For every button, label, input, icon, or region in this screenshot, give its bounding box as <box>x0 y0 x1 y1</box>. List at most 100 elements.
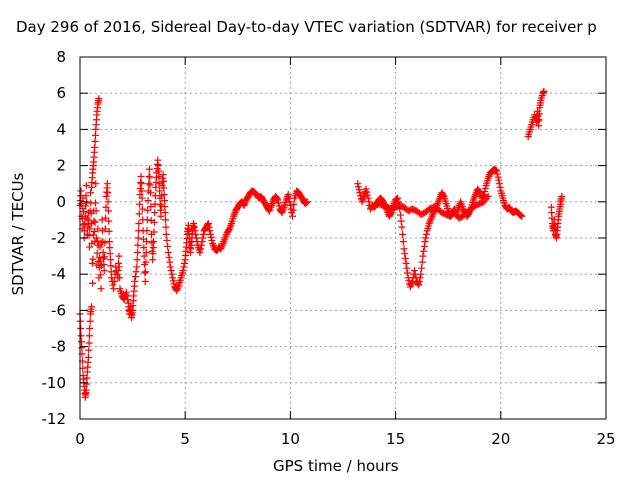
data-point <box>164 248 172 256</box>
data-point <box>161 197 169 205</box>
data-point <box>147 217 155 225</box>
data-point <box>134 248 142 256</box>
data-point <box>290 200 298 208</box>
data-point <box>148 239 156 247</box>
y-tick-label: -2 <box>51 229 66 247</box>
data-point <box>422 230 430 238</box>
data-point <box>356 189 364 197</box>
data-point <box>163 236 171 244</box>
data-point <box>100 267 108 275</box>
data-point <box>399 230 407 238</box>
data-point <box>355 186 363 194</box>
axis-ticks <box>79 56 607 420</box>
data-point <box>80 221 88 229</box>
data-point <box>104 189 112 197</box>
data-point <box>92 234 100 242</box>
data-point <box>180 263 188 271</box>
data-point <box>197 241 205 249</box>
data-point <box>78 344 86 352</box>
tick-labels: 0 5 10 15 20 25 -12 -10 -8 -6 -4 -2 0 2 4 6 8 <box>42 48 616 448</box>
data-point <box>91 137 99 145</box>
data-point <box>149 256 157 264</box>
data-point <box>107 268 115 276</box>
data-point <box>89 279 97 287</box>
data-point <box>100 261 108 269</box>
data-point <box>99 248 107 256</box>
plot-frame <box>79 56 607 420</box>
data-point <box>479 192 487 200</box>
data-point <box>535 122 543 130</box>
data-point <box>167 267 175 275</box>
y-tick-label: 2 <box>56 157 66 175</box>
data-point <box>419 252 427 260</box>
data-point <box>159 177 167 185</box>
data-point <box>204 220 212 228</box>
data-point <box>138 187 146 195</box>
data-point <box>162 230 170 238</box>
data-point <box>150 218 158 226</box>
data-point <box>149 250 157 258</box>
data-point <box>107 256 115 264</box>
data-point <box>398 223 406 231</box>
data-point <box>192 234 200 242</box>
data-point <box>145 165 153 173</box>
data-point <box>92 207 100 215</box>
data-point <box>275 202 283 210</box>
data-point <box>190 223 198 231</box>
data-point <box>535 116 543 124</box>
data-point <box>85 243 93 251</box>
data-point <box>146 181 154 189</box>
y-tick-label: 0 <box>56 193 66 211</box>
data-point <box>144 206 152 214</box>
data-point <box>151 209 159 217</box>
data-point <box>108 274 116 282</box>
data-point <box>400 245 408 253</box>
data-point <box>109 281 117 289</box>
data-point <box>480 191 488 199</box>
data-point <box>83 374 91 382</box>
data-point <box>105 217 113 225</box>
data-point <box>364 191 372 199</box>
data-point <box>135 210 143 218</box>
data-point <box>116 274 124 282</box>
data-point <box>417 270 425 278</box>
data-point <box>85 232 93 240</box>
data-point <box>491 166 499 174</box>
data-point <box>518 212 526 220</box>
data-point <box>420 242 428 250</box>
data-point <box>393 195 401 203</box>
data-point <box>88 259 96 267</box>
y-tick-label: 8 <box>56 48 66 66</box>
data-point <box>168 270 176 278</box>
data-point <box>97 271 105 279</box>
data-point <box>363 188 371 196</box>
data-point <box>197 245 205 253</box>
data-point <box>96 253 104 261</box>
data-point <box>273 195 281 203</box>
data-point <box>439 191 447 199</box>
x-tick-label: 5 <box>180 430 190 448</box>
data-point <box>124 296 132 304</box>
data-point <box>166 258 174 266</box>
data-point <box>134 234 142 242</box>
data-point <box>156 187 164 195</box>
data-point <box>141 277 149 285</box>
y-tick-label: -6 <box>51 301 66 319</box>
data-point <box>411 267 419 275</box>
data-point <box>133 256 141 264</box>
data-point <box>402 259 410 267</box>
x-tick-label: 0 <box>75 430 85 448</box>
data-point <box>77 187 85 195</box>
data-point <box>102 203 110 211</box>
data-point <box>82 182 90 190</box>
data-point <box>107 262 115 270</box>
data-point <box>90 217 98 225</box>
data-point <box>91 218 99 226</box>
data-point <box>198 238 206 246</box>
data-point <box>83 380 91 388</box>
data-point <box>399 238 407 246</box>
data-point <box>397 211 405 219</box>
data-points <box>76 87 566 401</box>
data-point <box>87 189 95 197</box>
